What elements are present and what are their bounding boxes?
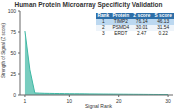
svg-text:20: 20 (116, 98, 122, 104)
html-text:31.54: 31.54 (157, 25, 170, 30)
html-text:TIMP2: TIMP2 (113, 19, 128, 24)
svg-text:10: 10 (67, 98, 73, 104)
html-text:Signal Rank: Signal Rank (85, 103, 112, 109)
html-text:3: 3 (102, 31, 105, 36)
html-text:S score: S score (154, 13, 172, 18)
svg-text:75: 75 (10, 29, 16, 35)
html-text:30.01: 30.01 (135, 25, 148, 30)
html-text:0.22: 0.22 (158, 31, 168, 36)
html-text:Strength of Signal (Z score): Strength of Signal (Z score) (1, 23, 7, 78)
html-text:2: 2 (102, 25, 105, 30)
svg-text:0: 0 (13, 92, 16, 98)
svg-text:1: 1 (24, 98, 27, 104)
html-text:2.47: 2.47 (137, 31, 147, 36)
html-text:Rank: Rank (97, 13, 110, 18)
html-text:Protein: Protein (112, 13, 130, 18)
svg-text:100: 100 (8, 8, 16, 14)
svg-text:50: 50 (10, 50, 16, 56)
svg-text:30: 30 (165, 98, 169, 104)
html-text:76.14: 76.14 (135, 19, 148, 24)
html-text:ERDT: ERDT (114, 31, 128, 36)
svg-text:25: 25 (10, 71, 16, 77)
html-text:46.13: 46.13 (157, 19, 170, 24)
html-text:1: 1 (102, 19, 105, 24)
html-text:Human Protein Microarray Speci: Human Protein Microarray Specificity Val… (14, 1, 163, 8)
html-text:Z score: Z score (133, 13, 151, 18)
html-text:PSMD4: PSMD4 (112, 25, 130, 30)
